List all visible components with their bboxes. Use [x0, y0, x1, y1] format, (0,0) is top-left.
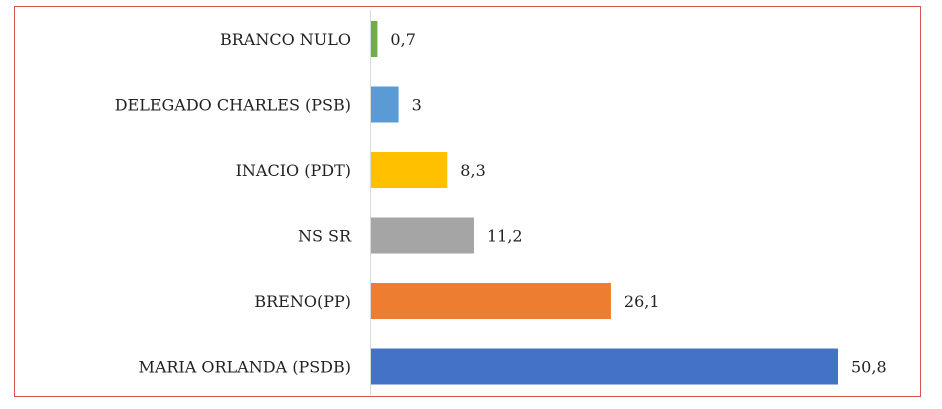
bar-1 — [371, 86, 399, 123]
category-label-3: NS SR — [298, 227, 352, 246]
value-label-2: 8,3 — [460, 161, 485, 180]
bar-0 — [371, 21, 378, 57]
value-label-5: 50,8 — [851, 358, 887, 377]
category-label-4: BRENO(PP) — [254, 292, 351, 311]
category-label-0: BRANCO NULO — [220, 30, 351, 49]
bar-4 — [371, 283, 611, 319]
value-label-1: 3 — [412, 96, 422, 115]
value-label-3: 11,2 — [487, 227, 523, 246]
value-label-0: 0,7 — [390, 30, 415, 49]
value-label-4: 26,1 — [624, 292, 660, 311]
category-label-5: MARIA ORLANDA (PSDB) — [138, 358, 351, 377]
bar-3 — [371, 217, 474, 254]
category-label-2: INACIO (PDT) — [236, 161, 351, 180]
category-label-1: DELEGADO CHARLES (PSB) — [115, 96, 351, 115]
bar-5 — [371, 348, 838, 385]
chart-frame — [14, 6, 921, 397]
bar-2 — [371, 152, 448, 188]
